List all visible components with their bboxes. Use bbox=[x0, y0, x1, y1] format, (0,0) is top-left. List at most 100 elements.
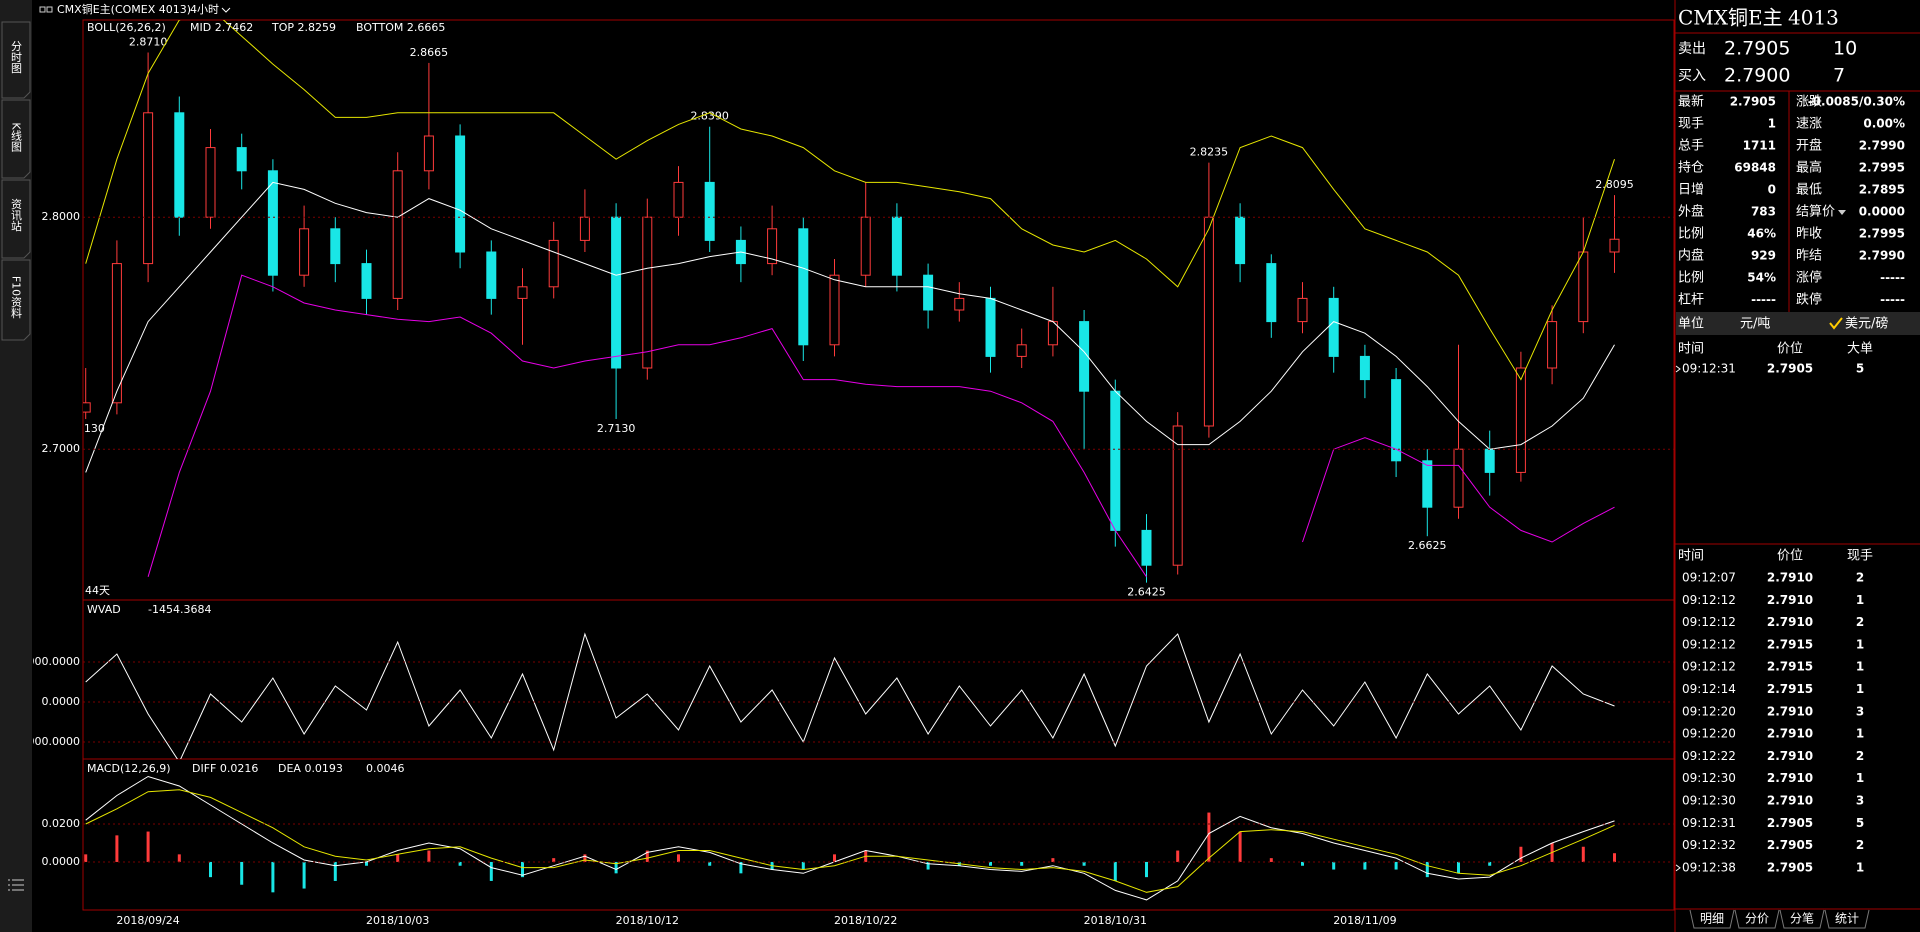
order-price: 2.7900 bbox=[1724, 65, 1790, 87]
unit-option[interactable]: 美元/磅 bbox=[1845, 316, 1888, 332]
candle-body bbox=[1297, 297, 1308, 323]
candle-body bbox=[673, 181, 684, 218]
row-price: 2.7915 bbox=[1767, 660, 1813, 674]
table-header: 大单 bbox=[1847, 342, 1873, 357]
row-time: 09:12:38 bbox=[1682, 860, 1736, 874]
candle-body bbox=[1172, 425, 1183, 566]
dropdown-arrow[interactable] bbox=[1838, 210, 1846, 215]
row-qty: 2 bbox=[1856, 749, 1864, 763]
legend-entry: BOTTOM 2.6665 bbox=[356, 21, 445, 34]
panel-tab[interactable]: 明细 bbox=[1700, 912, 1724, 926]
high-label: 2.8665 bbox=[410, 46, 449, 59]
row-price: 2.7910 bbox=[1767, 727, 1813, 741]
row-qty: 1 bbox=[1856, 727, 1864, 741]
row-qty: 3 bbox=[1856, 704, 1864, 718]
macd-bar bbox=[677, 854, 680, 862]
candle-body bbox=[83, 402, 91, 413]
row-qty: 1 bbox=[1856, 593, 1864, 607]
wvad-axis: 1000.0000 0.0000 -1000.0000 bbox=[33, 655, 80, 748]
legend-entry: DIFF 0.0216 bbox=[192, 762, 258, 775]
field-value: 2.7895 bbox=[1859, 183, 1905, 197]
macd-bar bbox=[833, 854, 836, 862]
row-qty: 2 bbox=[1856, 838, 1864, 852]
candle-body bbox=[330, 228, 341, 265]
candle-body bbox=[1515, 367, 1526, 473]
macd-bar bbox=[989, 861, 992, 866]
sidebar-tab[interactable]: 资讯站 bbox=[10, 198, 23, 232]
period-selector[interactable]: 4小时 bbox=[190, 3, 219, 16]
macd-bar bbox=[302, 861, 306, 889]
field-label: 涨跌 bbox=[1796, 94, 1822, 110]
high-label: 2.8235 bbox=[1190, 146, 1229, 159]
x-tick-label: 2018/10/12 bbox=[616, 914, 679, 927]
macd-bar bbox=[552, 858, 556, 862]
row-price: 2.7910 bbox=[1767, 704, 1813, 718]
row-qty: 3 bbox=[1856, 794, 1864, 808]
legend-entry: DEA 0.0193 bbox=[278, 762, 343, 775]
field-label: 结算价 bbox=[1796, 205, 1835, 220]
dropdown-arrow[interactable] bbox=[221, 7, 231, 13]
boll-line bbox=[85, 20, 1615, 381]
row-time: 09:12:31 bbox=[1682, 362, 1736, 376]
field-value: 2.7990 bbox=[1859, 249, 1905, 263]
candle-body bbox=[1141, 529, 1152, 566]
unit-value[interactable]: 元/吨 bbox=[1740, 317, 1770, 332]
macd-bar bbox=[1238, 831, 1242, 862]
table-header: 时间 bbox=[1678, 549, 1704, 564]
macd-bar bbox=[614, 861, 618, 874]
candle-body bbox=[829, 274, 840, 346]
row-qty: 5 bbox=[1856, 816, 1864, 830]
legend-entry: TOP 2.8259 bbox=[271, 21, 336, 34]
candle-body bbox=[205, 147, 216, 218]
row-time: 09:12:12 bbox=[1682, 637, 1736, 651]
macd-bar bbox=[1332, 861, 1336, 870]
row-time: 09:12:30 bbox=[1682, 771, 1736, 785]
panel-tab[interactable]: 分笔 bbox=[1790, 911, 1814, 926]
panel-tab[interactable]: 分价 bbox=[1745, 912, 1769, 926]
macd-bar bbox=[708, 861, 712, 866]
field-label: 总手 bbox=[1678, 139, 1704, 154]
row-price: 2.7915 bbox=[1767, 682, 1813, 696]
menu-icon[interactable] bbox=[8, 879, 24, 891]
row-time: 09:12:22 bbox=[1682, 749, 1736, 763]
candle-body bbox=[1453, 448, 1464, 508]
macd-bar bbox=[1145, 861, 1148, 878]
field-label: 比例 bbox=[1678, 227, 1704, 242]
field-value: 54% bbox=[1747, 271, 1776, 285]
candle-body bbox=[767, 228, 778, 265]
sidebar-tab[interactable]: F10资料 bbox=[10, 276, 23, 319]
sidebar-tab[interactable]: 分时图 bbox=[10, 40, 23, 74]
panel-tab[interactable]: 统计 bbox=[1835, 912, 1859, 926]
table-header: 价位 bbox=[1777, 342, 1803, 357]
symbol-label: CMX铜E主(COMEX 4013) bbox=[57, 2, 191, 16]
candle-body bbox=[1484, 448, 1495, 473]
macd-bar bbox=[1020, 861, 1024, 866]
x-tick-label: 2018/10/31 bbox=[1084, 914, 1147, 927]
sidebar-tab[interactable]: K线图 bbox=[10, 122, 23, 152]
low-label: 2.6625 bbox=[1408, 539, 1447, 552]
macd-bar bbox=[271, 861, 275, 893]
quote-code: 4013 bbox=[1788, 6, 1839, 30]
order-price: 2.7905 bbox=[1724, 38, 1790, 60]
field-value: 929 bbox=[1751, 249, 1776, 263]
candle-body bbox=[143, 112, 154, 265]
macd-bar bbox=[645, 850, 649, 862]
macd-bar bbox=[1176, 850, 1180, 862]
row-time: 09:12:07 bbox=[1682, 571, 1736, 585]
wvad-pane bbox=[85, 632, 1615, 759]
candle-body bbox=[486, 251, 497, 299]
candle-body bbox=[111, 263, 122, 404]
macd-bar bbox=[1113, 861, 1117, 881]
candle-body bbox=[1016, 344, 1027, 357]
field-label: 杠杆 bbox=[1678, 292, 1704, 308]
macd-bar bbox=[739, 861, 743, 874]
candle-body bbox=[891, 216, 902, 276]
candle-body bbox=[299, 228, 310, 276]
field-value: 783 bbox=[1751, 205, 1776, 219]
x-tick-label: 2018/09/24 bbox=[116, 914, 179, 927]
field-value: 2.7990 bbox=[1859, 139, 1905, 153]
check-icon bbox=[1829, 317, 1843, 330]
window-icon bbox=[46, 6, 53, 13]
candle-body bbox=[1609, 238, 1620, 253]
